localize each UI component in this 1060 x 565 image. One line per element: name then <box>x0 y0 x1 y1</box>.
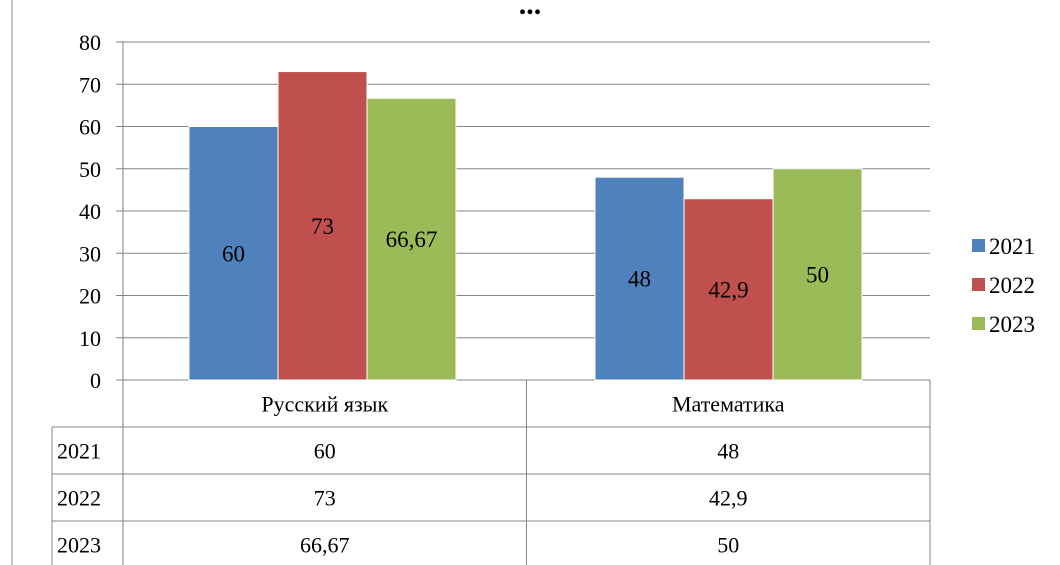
table-cell: 66,67 <box>300 533 350 558</box>
table-cell: 50 <box>717 533 739 558</box>
y-tick-label: 70 <box>79 72 101 97</box>
y-tick-label: 0 <box>90 368 101 393</box>
y-tick-label: 40 <box>79 199 101 224</box>
x-category-label: Математика <box>672 392 785 417</box>
legend-label: 2021 <box>989 234 1035 259</box>
table-series-name: 2021 <box>57 439 101 464</box>
table-cell: 73 <box>314 486 336 511</box>
data-label: 73 <box>311 214 334 239</box>
legend-label: 2023 <box>989 312 1035 337</box>
data-label: 66,67 <box>386 227 438 252</box>
data-label: 60 <box>222 241 245 266</box>
legend-swatch-2021 <box>972 239 985 252</box>
bar-2023-1 <box>772 168 863 381</box>
legend-swatch-2022 <box>972 278 985 291</box>
x-category-label: Русский язык <box>261 392 388 417</box>
bar-2021-1 <box>594 176 685 381</box>
table-series-name: 2023 <box>57 533 101 558</box>
y-tick-label: 20 <box>79 284 101 309</box>
table-cell: 42,9 <box>709 486 748 511</box>
bar-2022-0 <box>277 71 368 381</box>
y-tick-label: 60 <box>79 115 101 140</box>
table-series-name: 2022 <box>57 486 101 511</box>
y-tick-label: 10 <box>79 326 101 351</box>
bar-2021-0 <box>188 126 279 381</box>
data-label: 42,9 <box>708 277 748 302</box>
data-label: 48 <box>628 267 651 292</box>
y-tick-label: 30 <box>79 241 101 266</box>
table-cell: 60 <box>314 439 336 464</box>
bar-2023-0 <box>366 97 457 381</box>
y-tick-label: 80 <box>79 30 101 55</box>
legend-swatch-2023 <box>972 317 985 330</box>
table-cell: 48 <box>717 439 739 464</box>
legend-label: 2022 <box>989 273 1035 298</box>
chart-title: ... <box>519 0 542 21</box>
data-label: 50 <box>806 262 829 287</box>
y-tick-label: 50 <box>79 157 101 182</box>
bar-2022-1 <box>683 198 774 381</box>
